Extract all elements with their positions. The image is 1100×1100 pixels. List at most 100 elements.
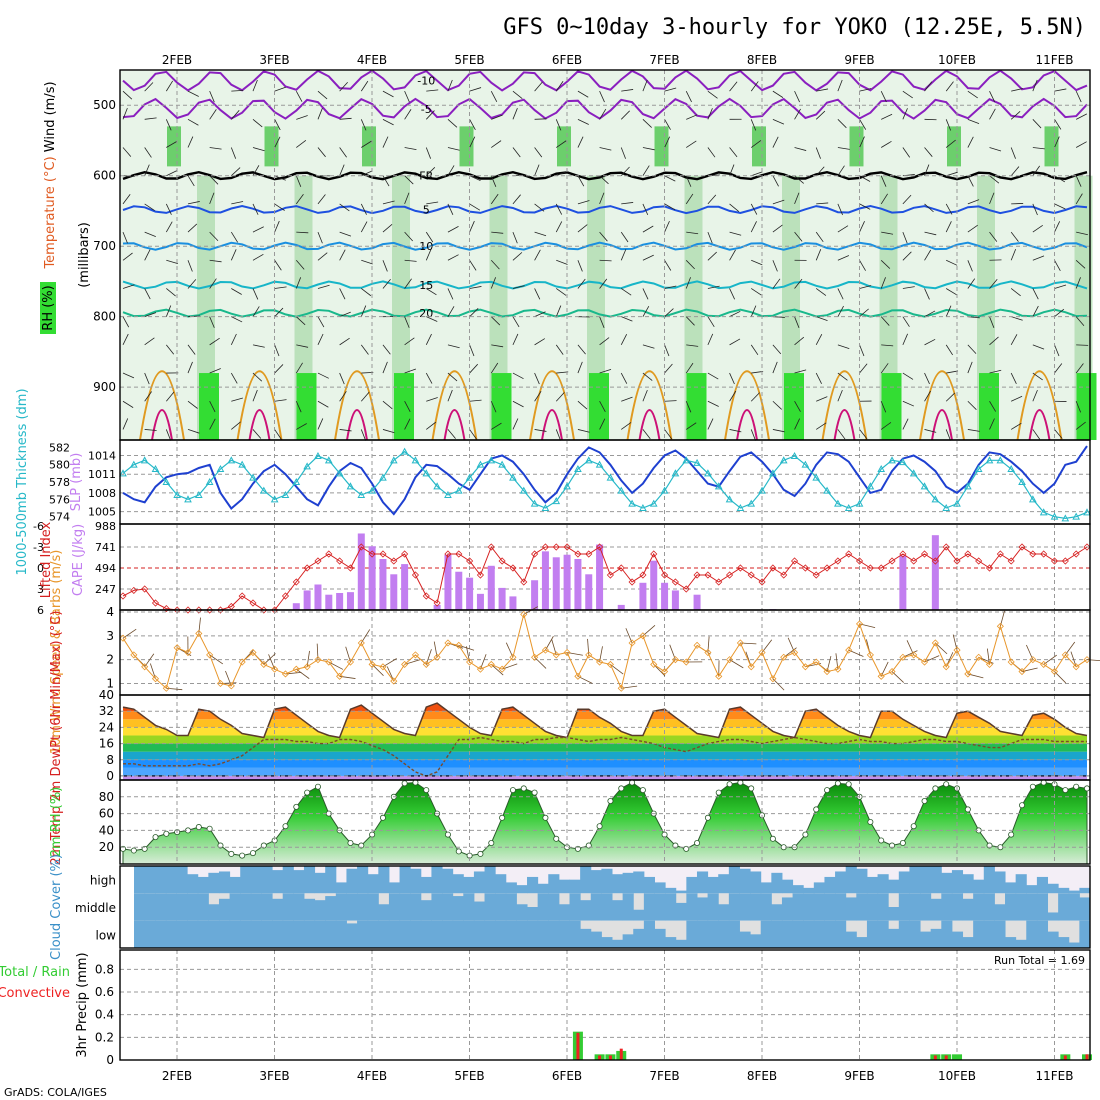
cloud-cover-cell: [367, 893, 379, 921]
thickness-point: [281, 490, 290, 498]
wind-speed-point: [411, 651, 420, 659]
rh-tick: 20: [99, 840, 114, 854]
cloud-cover-cell: [590, 931, 602, 948]
wind-barb: [750, 140, 762, 148]
cloud-cover-cell: [346, 868, 358, 894]
cloud-cover-cell: [1026, 893, 1038, 921]
cloud-cover-cell: [473, 920, 486, 948]
cloud-cover-cell: [569, 920, 581, 948]
wind-speed-tick: 4: [106, 605, 114, 619]
lifted-index-point: [1061, 557, 1069, 565]
thickness-point: [617, 486, 626, 494]
cloud-cover-cell: [665, 893, 677, 921]
cloud-cover-cell: [282, 920, 294, 948]
wind-barb: [534, 81, 543, 92]
wind-speed-point: [119, 634, 127, 642]
lifted-index-point: [910, 557, 918, 565]
cloud-cover-cell: [505, 893, 517, 921]
cape-bar: [661, 582, 669, 610]
cloud-cover-cell: [314, 872, 326, 894]
wind-barb: [361, 170, 373, 177]
cloud-cover-cell: [410, 920, 422, 948]
lifted-index-point: [866, 564, 874, 572]
rh-point: [726, 781, 733, 788]
wind-barb: [490, 362, 499, 374]
rh-point: [932, 785, 939, 792]
wind-barb: [794, 401, 801, 412]
wind-barb: [512, 285, 525, 289]
wind-barb: [707, 108, 713, 120]
wind-speed-point: [1007, 658, 1015, 666]
lifted-index-point: [130, 586, 138, 594]
surface-wind-barb: [729, 659, 744, 669]
cloud-cover-cell: [250, 866, 262, 894]
wind-barb: [664, 363, 673, 374]
wind-barb: [230, 147, 237, 159]
wind-barb: [231, 316, 243, 323]
warm-isotherm-arc: [1016, 370, 1063, 441]
cloud-cover-cell: [367, 874, 379, 894]
isotherm-label: 15: [419, 279, 433, 292]
wind-speed-point: [260, 660, 268, 668]
temperature-band: [123, 743, 1087, 752]
cloud-cover-cell: [633, 928, 645, 948]
wind-barb: [1032, 203, 1038, 216]
thickness-point: [389, 456, 398, 464]
cloud-cover-cell: [866, 893, 879, 921]
lifted-index-point: [227, 602, 235, 611]
temperature-wind-label-part: Wind (m/s): [43, 81, 58, 152]
wind-barb: [491, 231, 504, 234]
rh-point: [401, 780, 408, 787]
wind-barb: [491, 344, 504, 348]
precip-convective-bar: [608, 1055, 612, 1060]
wind-barb: [317, 284, 330, 289]
lifted-index-point: [1050, 557, 1059, 565]
wind-barb: [165, 80, 174, 92]
thickness-point: [454, 486, 463, 494]
rh-point: [239, 852, 246, 859]
wind-barb: [317, 400, 329, 408]
thickness-point: [1083, 508, 1091, 516]
cloud-cover-cell: [293, 920, 305, 948]
wind-barb: [664, 429, 673, 440]
cross-section-panel: -10 -5 FR 5 10 15 20 500 600 700 800 900 (millibars)…: [40, 69, 1097, 441]
wind-speed-point: [769, 675, 777, 683]
lifted-index-axis-label: Lifted Index: [39, 521, 54, 598]
cloud-cover-cell: [696, 920, 709, 948]
day-label-top: 9FEB: [844, 53, 874, 67]
day-label-top: 11FEB: [1036, 53, 1074, 67]
cloud-cover-cell: [134, 893, 146, 921]
rh-point: [314, 783, 321, 790]
wind-barb: [404, 401, 411, 413]
wind-barb: [425, 231, 434, 243]
day-label-top: 4FEB: [357, 53, 387, 67]
wind-barb: [1054, 88, 1067, 92]
rh-point: [444, 831, 451, 838]
wind-barb: [664, 175, 676, 182]
cloud-cover-cell: [218, 898, 231, 921]
cloud-cover-cell: [612, 900, 624, 921]
cape-bar: [563, 554, 571, 610]
wind-barb: [1054, 363, 1063, 374]
wind-barb: [1032, 147, 1045, 150]
wind-barb: [685, 277, 691, 289]
rh-point: [1062, 787, 1069, 794]
cloud-cover-cell: [1079, 897, 1091, 921]
rh-shade-upper: [849, 126, 864, 167]
wind-speed-point: [899, 653, 907, 661]
wind-barb: [1032, 224, 1043, 233]
lifted-index-point: [736, 564, 744, 572]
cloud-cover-cell: [580, 928, 592, 948]
thickness-point: [498, 460, 506, 468]
wind-barb: [512, 316, 520, 328]
cloud-cover-cell: [994, 871, 1006, 894]
thickness-point: [714, 482, 723, 490]
cloud-cover-cell: [325, 920, 337, 948]
lifted-index-point: [357, 543, 365, 551]
wind-barb: [122, 90, 133, 100]
cloud-cover-cell: [813, 882, 825, 894]
wind-speed-point: [596, 658, 604, 666]
wind-barb: [1075, 113, 1088, 120]
cloud-cover-cell: [399, 866, 411, 894]
rh-point: [910, 823, 917, 830]
